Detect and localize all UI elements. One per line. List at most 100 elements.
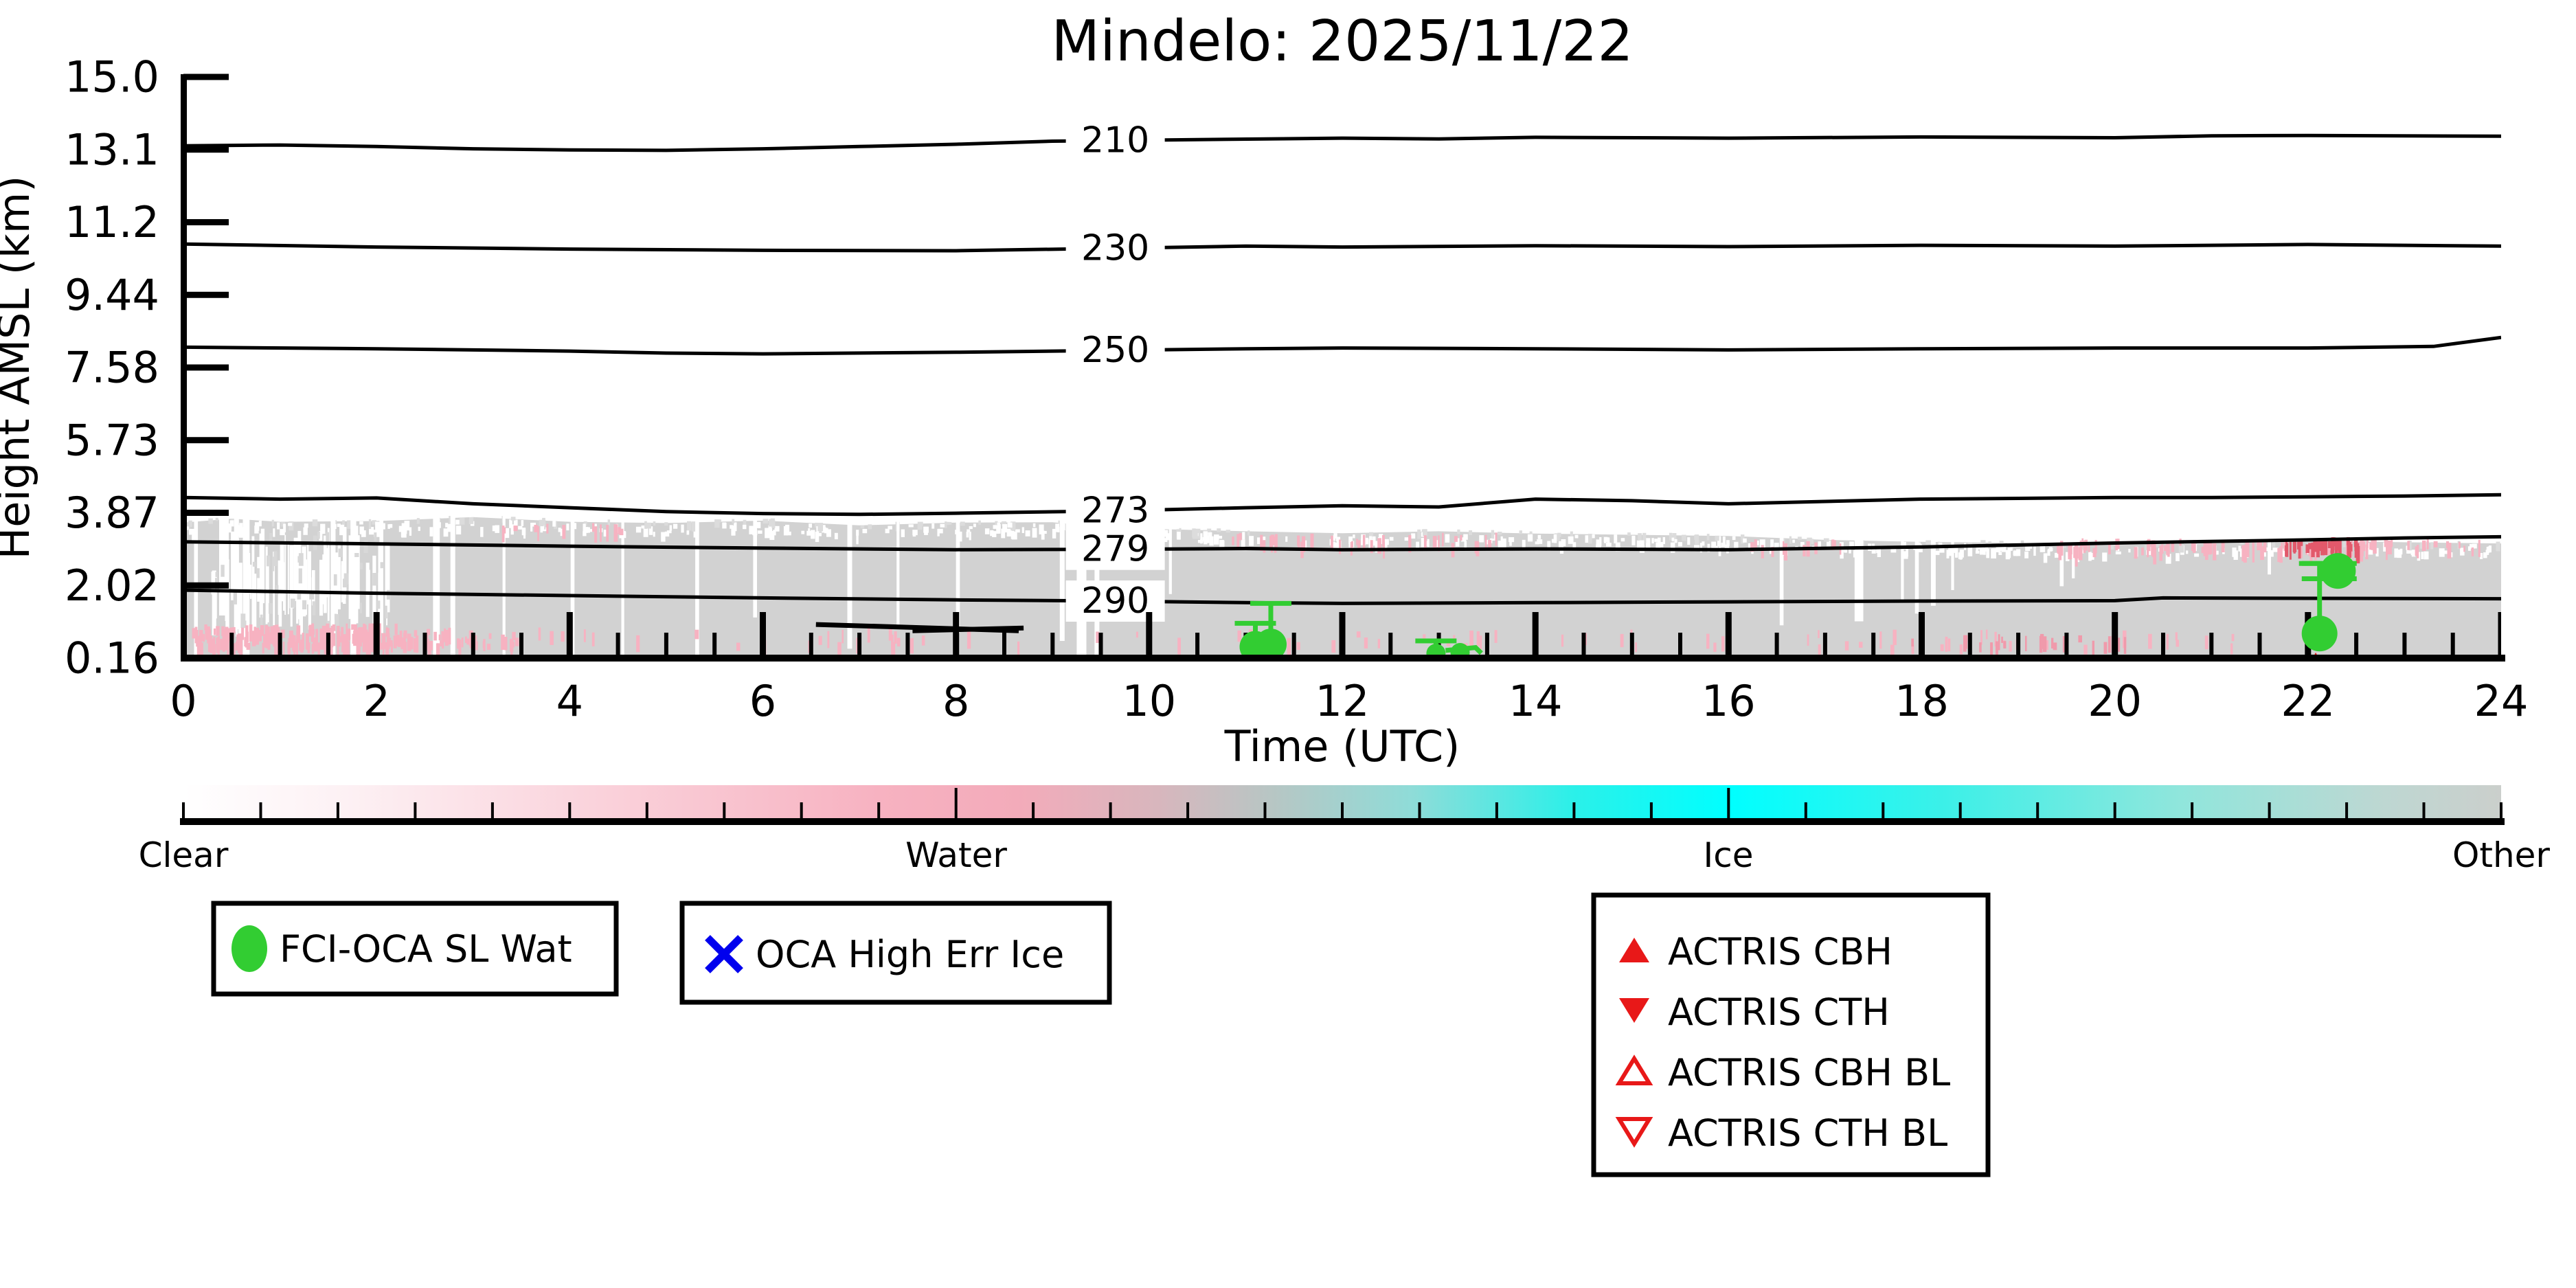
colorbar-tick	[414, 802, 417, 820]
colorbar-tick	[1882, 802, 1885, 820]
legend-actris-cbh-bl-label: ACTRIS CBH BL	[1668, 1051, 1950, 1094]
colorbar-tick	[1341, 802, 1344, 820]
colorbar-tick	[568, 802, 572, 820]
y-axis-label: Height AMSL (km)	[0, 176, 39, 560]
contour-label-250: 250	[1081, 330, 1149, 371]
colorbar-tick	[1572, 802, 1576, 820]
y-tick-label-13.1: 13.1	[65, 124, 159, 174]
colorbar-tick	[2422, 802, 2426, 820]
colorbar-label-clear: Clear	[139, 835, 229, 875]
colorbar-tick	[1418, 802, 1421, 820]
contour-230: 230	[183, 227, 2501, 269]
colorbar-tick	[1263, 802, 1267, 820]
y-tick-label-5.73: 5.73	[65, 415, 159, 465]
y-tick-labels: 15.0 13.1 11.2 9.44 7.58 5.73 3.87 2.02 0.16	[65, 52, 159, 683]
contour-label-279: 279	[1081, 529, 1149, 570]
colorbar-tick	[2268, 802, 2271, 820]
colorbar-tick	[1649, 802, 1653, 820]
y-tick-label-11.2: 11.2	[65, 197, 159, 247]
colorbar-tick	[2036, 802, 2040, 820]
red-triangle-down-open-icon	[1615, 1117, 1653, 1148]
colorbar-tick	[182, 802, 185, 820]
colorbar-tick	[1958, 802, 1962, 820]
water-phase-speckles	[192, 523, 2481, 658]
fci-oca-markers	[1234, 553, 2357, 658]
red-triangle-down-filled-icon	[1619, 998, 1649, 1023]
red-triangle-up-open-icon	[1615, 1054, 1653, 1085]
x-axis-label: Time (UTC)	[1224, 721, 1460, 771]
x-tick-label-10: 10	[1122, 676, 1176, 726]
x-tick-labels: 0 2 4 6 8 10 12 14 16 18 20 22 24	[170, 676, 2528, 726]
blue-x-icon	[705, 935, 743, 973]
x-tick-label-6: 6	[749, 676, 776, 726]
colorbar-tick	[1109, 802, 1112, 820]
contour-label-210: 210	[1081, 120, 1149, 161]
y-tick-label-15.0: 15.0	[65, 52, 159, 102]
legend-actris-cth-bl-label: ACTRIS CTH BL	[1668, 1111, 1947, 1155]
colorbar-tick	[1804, 802, 1807, 820]
legend-fci-oca-label: FCI-OCA SL Wat	[280, 927, 572, 971]
colorbar-tick	[2191, 802, 2194, 820]
x-tick-label-20: 20	[2088, 676, 2142, 726]
x-tick-label-22: 22	[2281, 676, 2335, 726]
legend-box	[211, 901, 619, 997]
page-title: Mindelo: 2025/11/22	[1051, 9, 1633, 74]
legend-actris-cth-label: ACTRIS CTH	[1668, 991, 1890, 1034]
colorbar-tick	[2345, 802, 2349, 820]
colorbar-label-ice: Ice	[1704, 835, 1754, 875]
colorbar-tick	[2113, 802, 2116, 820]
contour-label-290: 290	[1081, 580, 1149, 622]
x-tick-label-2: 2	[363, 676, 389, 726]
colorbar: Clear Water Ice Other	[139, 785, 2550, 875]
legend-fci-oca: FCI-OCA SL Wat	[211, 901, 619, 997]
contour-210: 210	[183, 120, 2501, 161]
colorbar-tick	[1495, 802, 1498, 820]
colorbar-tick	[645, 802, 648, 820]
legend-oca-high-err-label: OCA High Err Ice	[756, 933, 1064, 976]
colorbar-tick	[1727, 788, 1730, 820]
legend-box	[1591, 892, 1991, 1177]
colorbar-tick	[877, 802, 881, 820]
colorbar-baseline	[180, 818, 2505, 825]
x-tick-label-8: 8	[942, 676, 969, 726]
red-triangle-up-filled-icon	[1619, 938, 1649, 962]
colorbar-tick	[1186, 802, 1190, 820]
contour-290: 290	[183, 580, 2501, 622]
colorbar-label-water: Water	[905, 835, 1007, 875]
contour-273: 273	[183, 490, 2501, 532]
legend-actris: ACTRIS CBH ACTRIS CTH ACTRIS CBH BL ACTR…	[1591, 892, 1991, 1177]
x-tick-label-18: 18	[1895, 676, 1949, 726]
colorbar-tick	[954, 788, 958, 820]
colorbar-tick	[800, 802, 803, 820]
y-tick-label-3.87: 3.87	[65, 488, 159, 538]
green-circle-icon	[231, 925, 267, 972]
colorbar-ticks	[182, 788, 2502, 820]
contour-250: 250	[183, 329, 2501, 371]
y-tick-label-2.02: 2.02	[65, 561, 159, 611]
contour-label-273: 273	[1081, 490, 1149, 532]
x-tick-label-12: 12	[1315, 676, 1370, 726]
axes-layer: 0 2 4 6 8 10 12 14 16 18 20 22 2415.013.111.29.447.5…	[65, 52, 2529, 727]
legend-actris-cbh-label: ACTRIS CBH	[1668, 930, 1893, 973]
y-tick-label-0.16: 0.16	[65, 633, 159, 683]
colorbar-tick	[1032, 802, 1035, 820]
x-tick-label-24: 24	[2474, 676, 2529, 726]
x-tick-label-14: 14	[1509, 676, 1563, 726]
colorbar-label-other: Other	[2452, 835, 2550, 875]
x-axis-inner-ticks	[229, 612, 2501, 655]
colorbar-tick	[490, 802, 494, 820]
contour-279: 279	[183, 528, 2501, 570]
colorbar-tick	[2500, 802, 2502, 820]
x-tick-label-4: 4	[556, 676, 583, 726]
x-tick-label-16: 16	[1702, 676, 1756, 726]
contour-label-230: 230	[1081, 227, 1149, 269]
x-tick-label-0: 0	[170, 676, 196, 726]
colorbar-tick	[259, 802, 262, 820]
legend-box	[679, 901, 1112, 1005]
colorbar-tick	[723, 802, 726, 820]
y-tick-label-7.58: 7.58	[65, 343, 159, 393]
legend-oca-high-err: OCA High Err Ice	[679, 901, 1112, 1005]
